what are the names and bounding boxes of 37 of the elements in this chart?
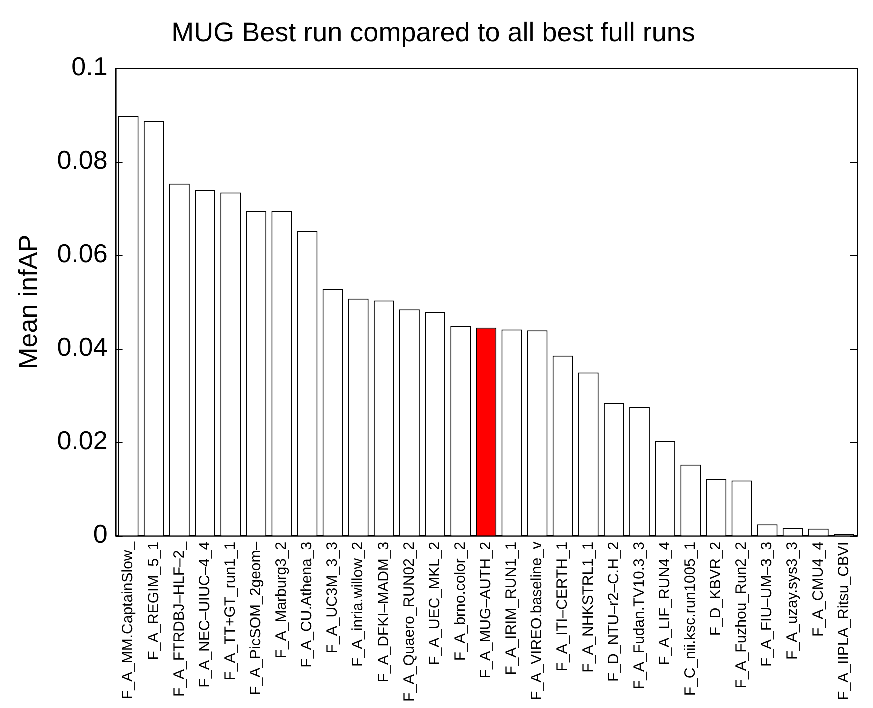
y-tick-label: 0.1 — [72, 52, 108, 82]
x-tick-label: F_A_TT+GT_run1_1 — [222, 542, 239, 681]
y-tick-label: 0.02 — [57, 426, 108, 456]
x-tick-label: F_D_KBVR_2 — [708, 542, 725, 636]
x-tick-label: F_A_MM.CaptainSlow_ — [120, 541, 137, 700]
x-tick-label: F_A_Fudan.TV10.3_3 — [630, 542, 648, 690]
x-tick-label: F_C_nii.ksc.run1005_1 — [682, 542, 700, 696]
x-tick-label: F_A_UC3M_3_3 — [324, 542, 342, 654]
x-tick-label: F_A_inria.willow_2 — [350, 542, 367, 667]
x-tick-label: F_A_Quaero_RUN02_2 — [400, 542, 418, 702]
x-tick-label: F_A_CU.Athena_3 — [298, 542, 316, 668]
y-tick-label: 0.04 — [57, 332, 108, 362]
x-tick-label: F_A_FIU–UM–3_3 — [758, 542, 776, 667]
y-tick-label: 0.08 — [57, 145, 108, 176]
x-tick-label: F_A_PicSOM_2geom– — [248, 541, 265, 696]
x-tick-label: F_A_NHKSTRL1_1 — [580, 542, 597, 673]
y-tick-label: 0.06 — [57, 238, 108, 269]
x-tick-label: F_D_NTU–r2–C.H_2 — [605, 542, 622, 682]
chart-title: MUG Best run compared to all best full runs — [172, 18, 696, 48]
x-tick-label: F_A_brno.color_2 — [452, 542, 469, 662]
x-tick-label: F_A_MUG–AUTH_2 — [478, 542, 495, 679]
y-tick-label: 0 — [93, 519, 108, 550]
x-tick-label: F_A_NEC–UIUC–4_4 — [196, 542, 214, 688]
x-tick-label: F_A_FTRDBJ–HLF–2_ — [170, 541, 188, 697]
x-tick-label: F_A_Fuzhou_Run2_2 — [733, 542, 750, 689]
x-tick-label: F_A_IIPLA_Ritsu_CBVI — [835, 542, 852, 700]
x-tick-label: F_A_REGIM_5_1 — [145, 542, 162, 660]
x-tick-label: F_A_VIREO.baseline_v — [528, 541, 546, 700]
x-tick-label: F_A_Marburg3_2 — [273, 542, 290, 659]
y-axis-title: Mean infAP — [12, 234, 43, 370]
x-tick-label: F_A_IRIM_RUN1_1 — [503, 542, 520, 676]
x-tick-label: F_A_CMU4_4 — [810, 542, 827, 637]
x-tick-label: F_A_DFKI–MADM_3 — [375, 542, 392, 683]
x-tick-label: F_A_UEC_MKL_2 — [426, 542, 444, 666]
x-tick-label: F_A_ITI–CERTH_1 — [554, 542, 572, 672]
x-tick-label: F_A_LIF_RUN4_4 — [656, 542, 674, 666]
x-tick-label: F_A_uzay.sys3_3 — [784, 542, 802, 660]
